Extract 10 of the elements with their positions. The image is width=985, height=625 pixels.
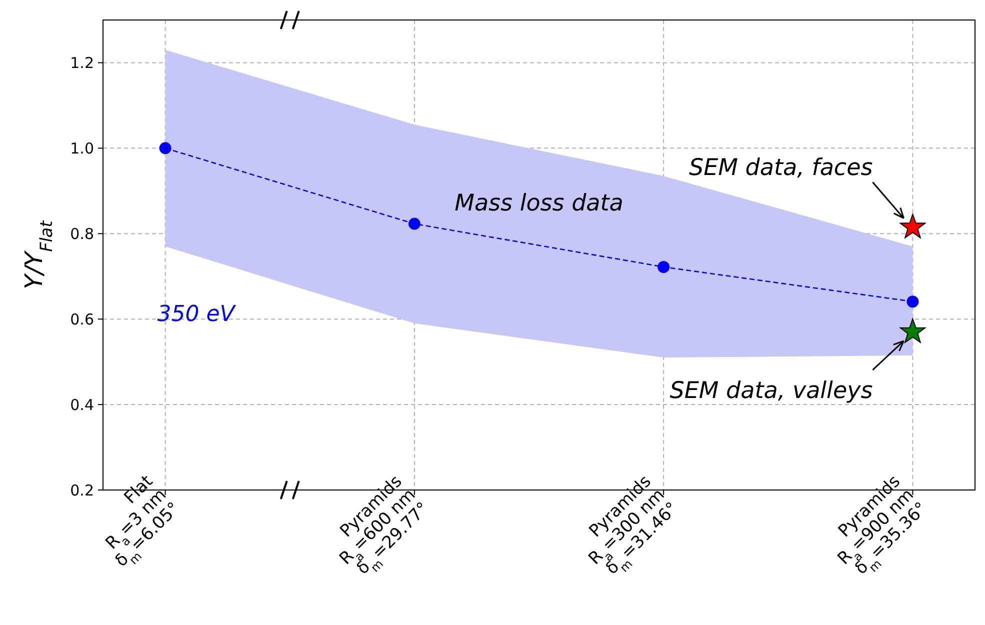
annotation: SEM data, faces (689, 155, 873, 182)
annotation: SEM data, valleys (670, 378, 873, 404)
y-tick-label: 0.8 (70, 224, 94, 243)
y-tick-label: 1.0 (70, 139, 94, 158)
y-tick-label: 0.4 (70, 396, 94, 414)
y-tick-label: 0.6 (70, 310, 94, 328)
y-tick-label: 0.2 (70, 481, 94, 500)
series-label: Mass loss data (454, 190, 624, 216)
annotation: 350 eV (157, 302, 237, 327)
y-tick-label: 1.2 (70, 54, 94, 72)
